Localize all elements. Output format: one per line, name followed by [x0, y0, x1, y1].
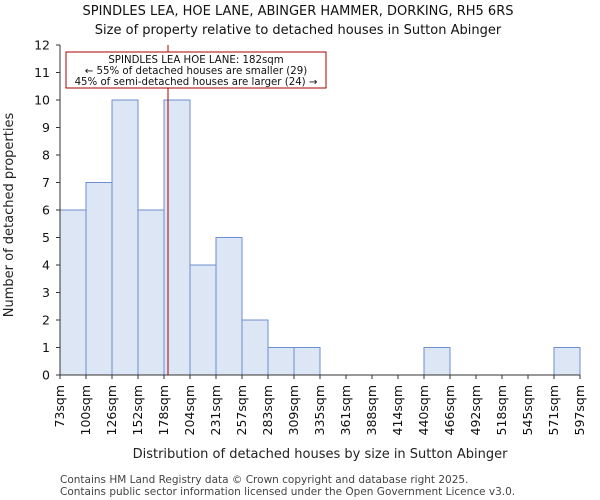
x-tick-label: 388sqm: [364, 385, 379, 435]
y-tick-label: 6: [42, 203, 50, 218]
annotation-line: SPINDLES LEA HOE LANE: 182sqm: [108, 55, 283, 66]
y-tick-label: 9: [42, 120, 50, 135]
bar-100sqm: [85, 182, 113, 376]
x-tick-label: 414sqm: [390, 385, 405, 435]
x-tick-label: 204sqm: [182, 385, 197, 435]
bar-73sqm: [59, 209, 87, 376]
x-tick-label: 309sqm: [286, 385, 301, 435]
y-tick-label: 10: [34, 93, 50, 108]
bar-126sqm: [111, 99, 139, 376]
annotation-box: [65, 51, 327, 89]
x-tick-label: 283sqm: [260, 385, 275, 435]
x-tick-label: 257sqm: [234, 385, 249, 435]
x-tick-label: 126sqm: [104, 385, 119, 435]
x-tick-label: 361sqm: [338, 385, 353, 435]
bar-309sqm: [293, 347, 321, 376]
bar-231sqm: [215, 237, 243, 376]
x-tick-label: 492sqm: [468, 385, 483, 435]
chart-title: SPINDLES LEA, HOE LANE, ABINGER HAMMER, …: [82, 4, 513, 19]
x-tick-label: 466sqm: [442, 385, 457, 435]
x-tick-label: 545sqm: [520, 385, 535, 435]
x-tick-label: 440sqm: [416, 385, 431, 435]
annotation-line: ← 55% of detached houses are smaller (29…: [85, 66, 307, 77]
bar-152sqm: [137, 209, 165, 376]
bar-440sqm: [423, 347, 451, 376]
x-tick-label: 152sqm: [130, 385, 145, 435]
bar-571sqm: [553, 347, 581, 376]
x-tick-label: 518sqm: [494, 385, 509, 435]
footer-line-2: Contains public sector information licen…: [60, 486, 515, 498]
bar-204sqm: [189, 264, 217, 376]
x-tick-label: 73sqm: [52, 385, 67, 428]
y-tick-label: 0: [42, 368, 50, 383]
y-tick-label: 8: [42, 148, 50, 163]
x-tick-label: 178sqm: [156, 385, 171, 435]
y-axis-label: Number of detached properties: [2, 113, 17, 318]
x-tick-label: 231sqm: [208, 385, 223, 435]
bar-257sqm: [241, 319, 269, 376]
y-tick-label: 5: [42, 230, 50, 245]
y-tick-label: 2: [42, 313, 50, 328]
x-axis-label: Distribution of detached houses by size …: [133, 447, 508, 462]
x-tick-label: 335sqm: [312, 385, 327, 435]
y-tick-label: 1: [42, 340, 50, 355]
x-tick-label: 597sqm: [572, 385, 587, 435]
x-tick-label: 100sqm: [78, 385, 93, 435]
x-tick-label: 571sqm: [546, 385, 561, 435]
bar-283sqm: [267, 347, 295, 376]
y-tick-label: 7: [42, 175, 50, 190]
chart-subtitle: Size of property relative to detached ho…: [95, 23, 502, 38]
y-tick-label: 3: [42, 285, 50, 300]
y-tick-label: 4: [42, 258, 50, 273]
footer-line-1: Contains HM Land Registry data © Crown c…: [60, 474, 468, 486]
y-tick-label: 11: [34, 65, 50, 80]
y-tick-label: 12: [34, 38, 50, 53]
annotation-line: 45% of semi-detached houses are larger (…: [75, 77, 318, 88]
